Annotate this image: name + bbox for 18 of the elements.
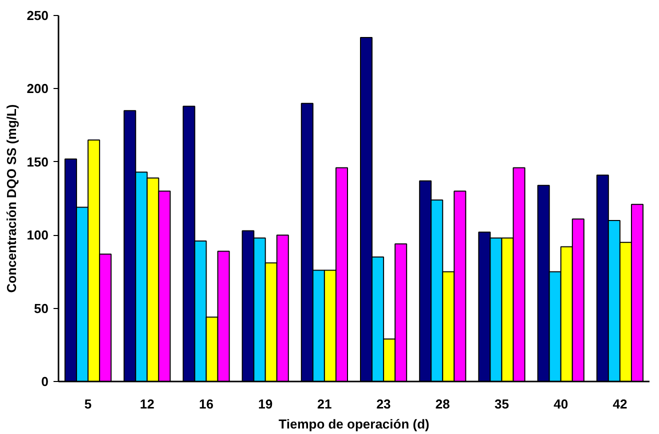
x-tick-label: 35	[494, 396, 509, 412]
y-tick-label: 0	[41, 374, 49, 389]
x-tick-label: 42	[612, 396, 628, 412]
x-tick-label: 28	[435, 396, 450, 412]
y-tick-label: 150	[26, 154, 49, 170]
x-tick-label: 40	[554, 396, 568, 412]
y-axis-title: Concentración DQO SS (mg/L)	[4, 104, 19, 293]
y-tick-label: 100	[26, 228, 49, 243]
y-tick-label: 200	[26, 81, 49, 96]
x-tick-label: 23	[376, 396, 391, 412]
x-tick-label: 19	[258, 396, 273, 412]
x-tick-label: 12	[140, 396, 154, 412]
y-tick-label: 250	[26, 8, 49, 23]
x-tick-label: 5	[84, 396, 92, 412]
y-tick-label: 50	[34, 300, 49, 316]
x-tick-label: 21	[317, 396, 332, 412]
x-tick-label: 16	[199, 396, 214, 412]
x-axis-title: Tiempo de operación (d)	[278, 416, 430, 432]
